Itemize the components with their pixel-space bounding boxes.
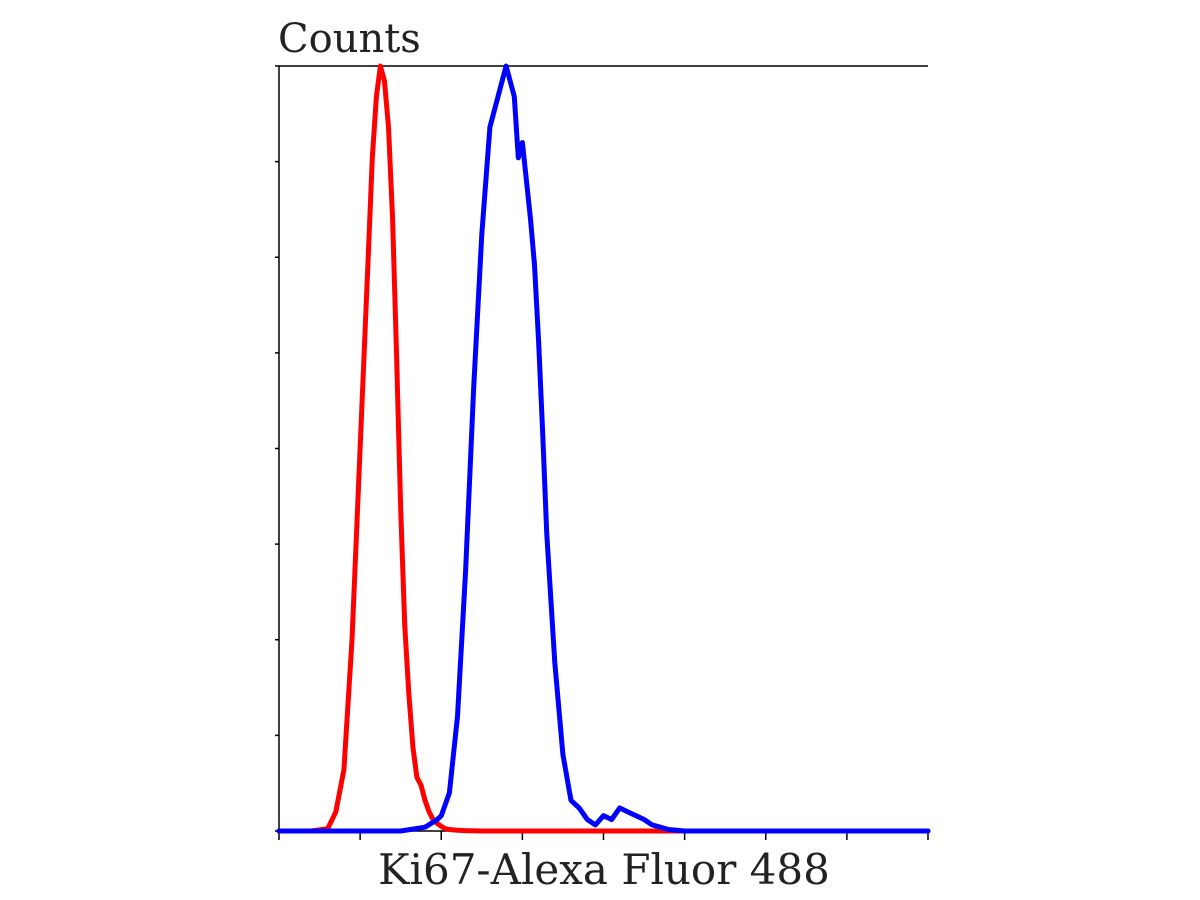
series-line-1 (276, 63, 931, 834)
y-axis-title: Counts (278, 16, 421, 62)
series-layer (276, 63, 931, 834)
x-axis-title: Ki67-Alexa Fluor 488 (378, 845, 830, 894)
plot-frame (278, 65, 928, 832)
series-line-0 (276, 63, 931, 834)
